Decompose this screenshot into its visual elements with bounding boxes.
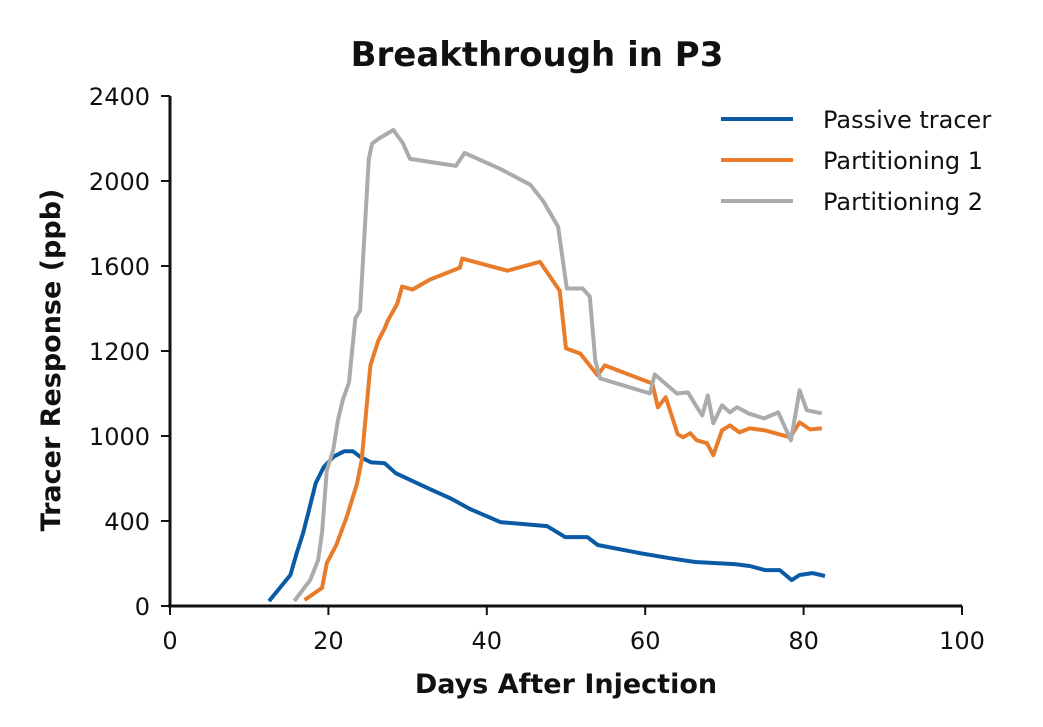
y-axis-label: Tracer Response (ppb): [36, 189, 67, 532]
x-tick-label: 40: [472, 627, 503, 655]
series-line-passive-tracer: [267, 449, 826, 603]
y-tick-label: 0: [135, 593, 150, 621]
x-tick-label: 60: [630, 627, 661, 655]
legend-label-passive-tracer: Passive tracer: [823, 106, 991, 134]
legend-label-partitioning-1: Partitioning 1: [823, 147, 983, 175]
series-line-partitioning-2: [292, 128, 823, 603]
x-axis-label: Days After Injection: [415, 669, 717, 700]
y-tick-label: 400: [104, 508, 150, 536]
y-tick-label: 1200: [89, 338, 150, 366]
y-tick-label: 2400: [89, 83, 150, 111]
y-tick-label: 1600: [89, 253, 150, 281]
y-tick-label: 1000: [89, 423, 150, 451]
x-tick-label: 0: [162, 627, 177, 655]
x-tick-label: 20: [313, 627, 344, 655]
y-tick-label: 2000: [89, 168, 150, 196]
x-tick-label: 100: [939, 627, 985, 655]
legend-label-partitioning-2: Partitioning 2: [823, 188, 983, 216]
chart-title: Breakthrough in P3: [351, 35, 724, 75]
series-line-partitioning-1: [303, 256, 822, 602]
x-tick-label: 80: [788, 627, 819, 655]
